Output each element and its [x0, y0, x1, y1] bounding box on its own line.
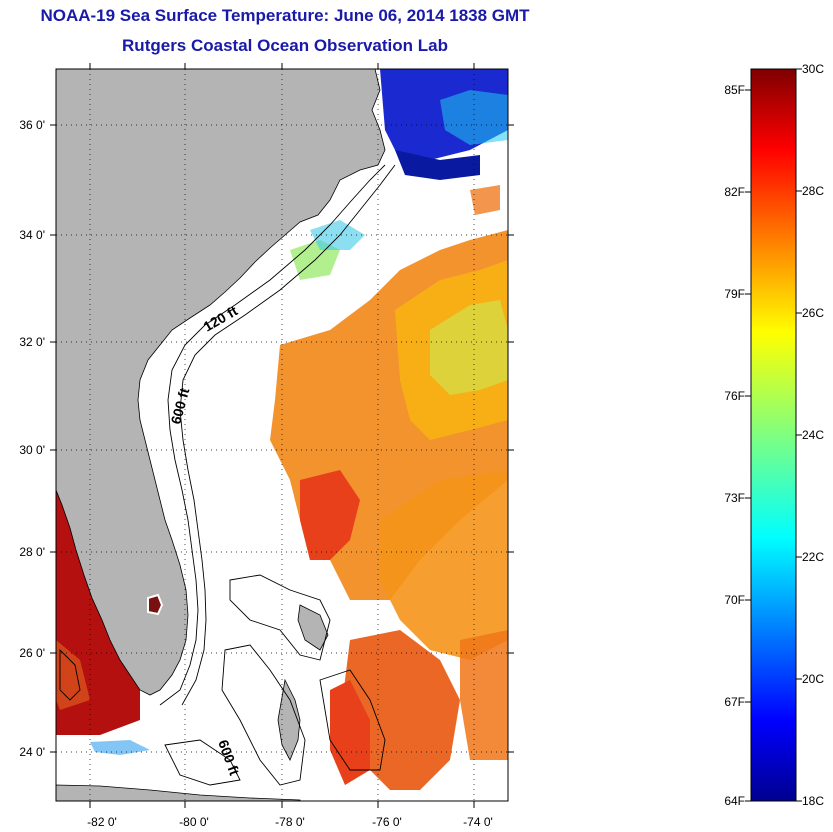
colorbar-f-73: 73F [724, 491, 745, 505]
lat-label-30: 30 0' [19, 443, 45, 457]
lake-okeechobee [147, 593, 164, 616]
colorbar-f-82: 82F [724, 185, 745, 199]
lon-label-78: -78 0' [275, 815, 305, 829]
cuba-land [56, 784, 301, 801]
colorbar-f-79: 79F [724, 287, 745, 301]
map-plot-area: 120 ft 600 ft 600 ft [56, 69, 508, 801]
colorbar-f-76: 76F [724, 389, 745, 403]
bahamas-land [277, 678, 301, 761]
lat-label-34: 34 0' [19, 228, 45, 242]
lon-label-76: -76 0' [372, 815, 402, 829]
colorbar-f-67: 67F [724, 695, 745, 709]
lat-label-32: 32 0' [19, 335, 45, 349]
longitude-labels: -82 0' -80 0' -78 0' -76 0' -74 0' [87, 815, 493, 829]
colorbar-c-20: 20C [802, 672, 824, 686]
colorbar-c-26: 26C [802, 306, 824, 320]
lon-label-80: -80 0' [179, 815, 209, 829]
map-subtitle: Rutgers Coastal Ocean Observation Lab [122, 36, 448, 55]
temperature-colorbar: 85F 82F 79F 76F 73F 70F 67F 64F 30C 28C … [724, 62, 824, 808]
colorbar-c-22: 22C [802, 550, 824, 564]
us-coastline-land [56, 69, 386, 696]
lat-label-36: 36 0' [19, 118, 45, 132]
map-title: NOAA-19 Sea Surface Temperature: June 06… [40, 6, 530, 25]
colorbar-c-30: 30C [802, 62, 824, 76]
colorbar-f-85: 85F [724, 83, 745, 97]
graticule [56, 69, 508, 801]
colorbar-f-64: 64F [724, 794, 745, 808]
lon-label-74: -74 0' [463, 815, 493, 829]
lat-label-28: 28 0' [19, 545, 45, 559]
colorbar-f-70: 70F [724, 593, 745, 607]
colorbar-c-28: 28C [802, 184, 824, 198]
bathymetry-contours [59, 164, 396, 786]
colorbar-gradient [750, 68, 797, 802]
colorbar-c-18: 18C [802, 794, 824, 808]
lat-label-24: 24 0' [19, 745, 45, 759]
lon-label-82: -82 0' [87, 815, 117, 829]
lat-label-26: 26 0' [19, 646, 45, 660]
colorbar-c-24: 24C [802, 428, 824, 442]
latitude-labels: 36 0' 34 0' 32 0' 30 0' 28 0' 26 0' 24 0… [19, 118, 45, 759]
axis-ticks [50, 63, 514, 808]
bahamas-land-2 [297, 604, 329, 651]
